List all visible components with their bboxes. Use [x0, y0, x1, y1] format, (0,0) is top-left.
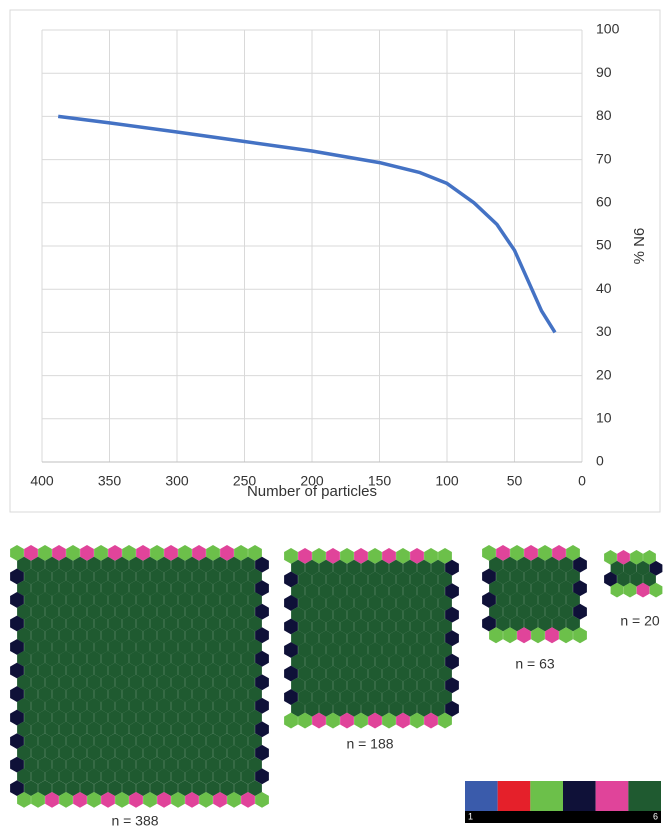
- panel-label: n = 63: [515, 656, 555, 672]
- panel-label: n = 388: [111, 813, 158, 829]
- x-tick-label: 150: [368, 473, 392, 489]
- y-tick-label: 90: [596, 64, 612, 80]
- x-tick-label: 300: [165, 473, 189, 489]
- colorbar-label: 1: [468, 811, 473, 821]
- y-tick-label: 100: [596, 21, 620, 37]
- colorbar-swatch: [465, 781, 498, 811]
- x-tick-label: 400: [30, 473, 54, 489]
- colorbar-label: 6: [653, 811, 658, 821]
- y-tick-label: 50: [596, 237, 612, 253]
- x-tick-label: 250: [233, 473, 257, 489]
- y-tick-label: 20: [596, 366, 612, 382]
- x-tick-label: 100: [435, 473, 459, 489]
- panel-label: n = 20: [620, 613, 660, 629]
- colorbar-swatch: [563, 781, 596, 811]
- figure: Number of particles % N6 010203040506070…: [0, 0, 669, 831]
- y-tick-label: 30: [596, 323, 612, 339]
- y-tick-label: 0: [596, 453, 604, 469]
- chart-frame: [10, 10, 660, 512]
- panel-label: n = 188: [346, 736, 393, 752]
- colorbar-swatch: [596, 781, 629, 811]
- particle-panel: [284, 548, 459, 729]
- colorbar-swatch: [498, 781, 531, 811]
- particle-panel: [482, 545, 587, 643]
- x-tick-label: 200: [300, 473, 324, 489]
- y-tick-label: 10: [596, 410, 612, 426]
- y-tick-label: 80: [596, 107, 612, 123]
- y-tick-label: 70: [596, 150, 612, 166]
- particle-panel: [10, 545, 269, 808]
- colorbar-swatch: [628, 781, 661, 811]
- x-tick-label: 0: [578, 473, 586, 489]
- particle-panel: [604, 550, 662, 598]
- y-tick-label: 40: [596, 280, 612, 296]
- colorbar-swatch: [530, 781, 563, 811]
- x-tick-label: 350: [98, 473, 122, 489]
- x-tick-label: 50: [507, 473, 523, 489]
- y-axis-title: % N6: [631, 228, 648, 265]
- y-tick-label: 60: [596, 194, 612, 210]
- colorbar-strip: [465, 811, 661, 823]
